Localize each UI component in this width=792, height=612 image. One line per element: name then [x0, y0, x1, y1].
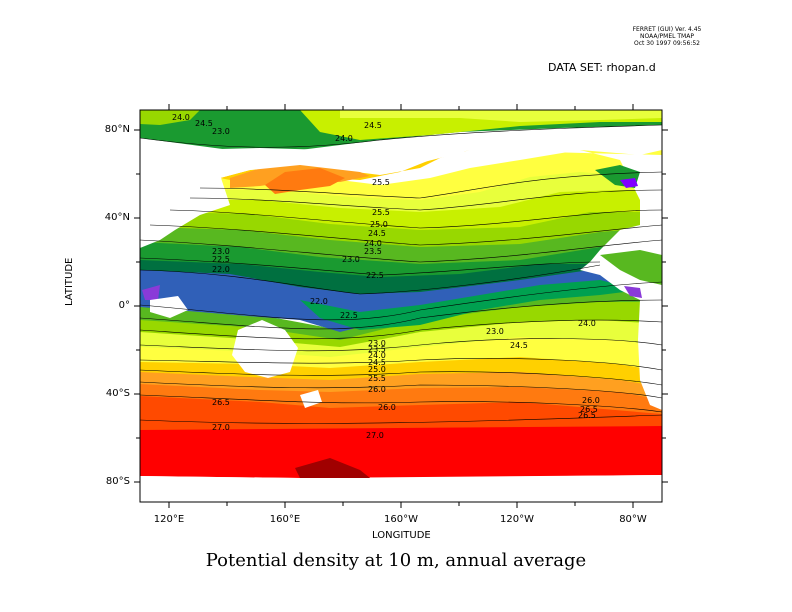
contour-label: 24.0 [578, 319, 596, 328]
contour-label-group: 24.0 24.5 23.0 24.0 24.5 25.5 25.5 25.0 … [172, 113, 600, 440]
contour-label: 26.5 [578, 411, 596, 420]
nz-land [300, 390, 322, 408]
contour-label: 24.0 [364, 239, 382, 248]
contour-label: 26.5 [580, 405, 598, 414]
contour-label: 25.0 [370, 220, 388, 229]
contour-label: 24.5 [195, 119, 213, 128]
tick-marks [134, 104, 668, 508]
band-antarctic [295, 458, 370, 478]
dataset-label: DATA SET: rhopan.d [548, 61, 656, 74]
contour-label: 22.5 [340, 311, 358, 320]
y-tick-label: 80°S [105, 476, 130, 487]
x-axis-title: LONGITUDE [372, 530, 431, 541]
density-field [140, 110, 662, 502]
band-arctic-light2 [140, 110, 200, 125]
contour-label: 22.5 [366, 271, 384, 280]
y-tick-label: 40°N [104, 212, 130, 223]
ferret-version: FERRET (GUI) Ver. 4.45 [632, 26, 702, 33]
x-tick-label: 120°W [500, 514, 534, 525]
ferret-org: NOAA/PMEL TMAP [640, 33, 694, 40]
contour-label: 27.0 [366, 431, 384, 440]
contour-label: 26.0 [378, 403, 396, 412]
contour-label: 23.5 [364, 247, 382, 256]
contour-label: 23.5 [368, 345, 386, 354]
hudson-purple [620, 178, 638, 188]
contour-label: 24.5 [510, 341, 528, 350]
ferret-date: Oct 30 1997 09:56:52 [634, 40, 700, 47]
contour-label: 23.0 [212, 247, 230, 256]
contour-label: 24.0 [368, 351, 386, 360]
x-tick-label: 160°E [269, 514, 301, 525]
band-25 [140, 355, 662, 387]
contour-label: 26.0 [368, 385, 386, 394]
contour-label: 26.0 [582, 396, 600, 405]
contour-label: 24.5 [368, 229, 386, 238]
contour-label: 25.5 [372, 208, 390, 217]
contour-label: 25.5 [372, 178, 390, 187]
land-asia [140, 150, 230, 248]
x-tick-label: 80°W [619, 514, 647, 525]
x-tick-label: 120°E [153, 514, 185, 525]
band-22-5-tongue [300, 280, 640, 330]
y-tick-label: 0° [118, 300, 130, 311]
contour-label: 23.0 [212, 127, 230, 136]
contour-label: 25.0 [368, 365, 386, 374]
band-25-north [190, 170, 662, 212]
y-tick-label: 80°N [104, 124, 130, 135]
y-axis-title: LATITUDE [64, 257, 75, 306]
plot-caption: Potential density at 10 m, annual averag… [205, 550, 587, 571]
contour-label: 23.0 [368, 339, 386, 348]
band-27-north [265, 168, 345, 194]
band-27 [140, 415, 662, 478]
x-tick-label: 160°W [384, 514, 418, 525]
ferret-info: FERRET (GUI) Ver. 4.45 NOAA/PMEL TMAP Oc… [612, 26, 722, 47]
contour-label: 24.5 [368, 358, 386, 367]
contour-label: 22.0 [212, 265, 230, 274]
contour-label: 22.0 [310, 297, 328, 306]
contour-label: 24.5 [364, 121, 382, 130]
band-arctic-light [340, 110, 662, 122]
contour-label: 23.0 [342, 255, 360, 264]
band-22-warm-pool [140, 268, 662, 332]
land-arctic-top [180, 148, 470, 178]
contour-label: 27.0 [212, 423, 230, 432]
contour-label: 25.5 [368, 374, 386, 383]
contour-label: 24.0 [172, 113, 190, 122]
contour-label: 26.5 [212, 398, 230, 407]
band-24-5-north [170, 188, 662, 230]
panama-purple [624, 286, 642, 298]
land-australia [232, 320, 298, 378]
caribbean [600, 250, 662, 285]
y-tick-label: 40°S [105, 388, 130, 399]
contour-label: 23.0 [486, 327, 504, 336]
band-26-5 [140, 395, 662, 430]
land-antarctica [140, 475, 662, 502]
contour-label: 24.0 [335, 134, 353, 143]
contour-lines [140, 124, 662, 424]
indonesia-land [150, 296, 188, 318]
indonesia-purple [142, 285, 160, 300]
contour-label: 22.5 [212, 255, 230, 264]
